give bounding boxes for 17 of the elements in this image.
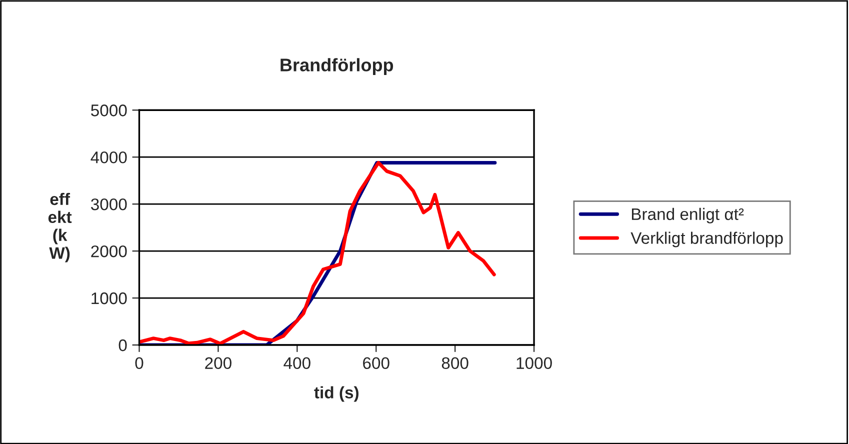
x-tick-label: 1000 [516, 357, 552, 370]
y-tick-label: 2000 [91, 245, 127, 258]
legend-label: Brand enligt αt² [632, 208, 744, 224]
y-tick-label: 0 [118, 339, 127, 352]
x-tick-label: 0 [135, 357, 144, 370]
y-axis-title: eff ekt (k W) [48, 192, 72, 262]
y-tick-label: 1000 [92, 292, 127, 304]
y-tick-label: 3000 [90, 198, 127, 210]
x-tick-label: 200 [205, 357, 232, 370]
x-axis-title: tid (s) [314, 386, 358, 402]
y-tick-label: 4000 [90, 151, 127, 164]
x-tick-label: 800 [442, 357, 468, 370]
y-tick-label: 5000 [91, 104, 127, 116]
x-tick-label: 400 [284, 357, 310, 370]
legend-label: Verkligt brandförlopp [630, 232, 783, 248]
x-tick-label: 600 [363, 357, 390, 370]
chart-title: Brandförlopp [280, 58, 394, 75]
